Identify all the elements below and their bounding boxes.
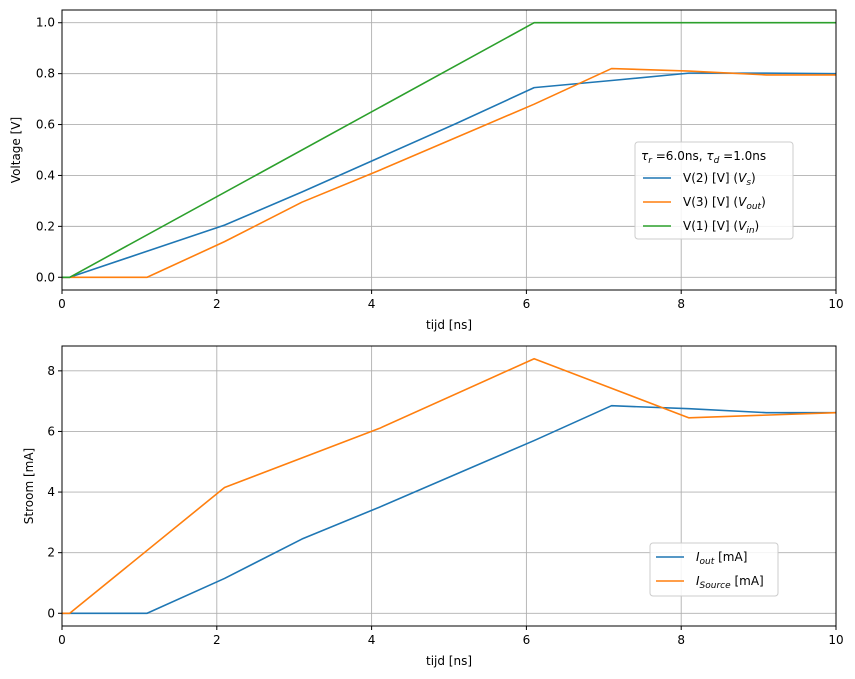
series-line-1 [62, 404, 836, 615]
y-tick-label: 4 [47, 485, 55, 499]
x-tick-label: 6 [523, 633, 531, 647]
y-tick-label: 0.0 [36, 270, 55, 284]
series-line-2 [62, 67, 836, 279]
x-tick-label: 10 [828, 633, 843, 647]
x-tick-label: 2 [213, 297, 221, 311]
y-tick-label: 0 [47, 606, 55, 620]
legend-title: τr =6.0ns, τd =1.0ns [641, 149, 766, 166]
x-tick-label: 4 [368, 633, 376, 647]
plot-frame [61, 9, 837, 291]
y-tick-label: 8 [47, 364, 55, 378]
y-axis-label: Stroom [mA] [22, 448, 36, 524]
legend-box [634, 141, 794, 240]
y-axis-label: Voltage [V] [9, 117, 23, 183]
plot-frame [61, 345, 837, 627]
y-tick-label: 0.8 [36, 67, 55, 81]
x-axis-label: tijd [ns] [426, 318, 472, 332]
x-tick-label: 4 [368, 297, 376, 311]
legend-label: ISource [mA] [696, 574, 764, 591]
series-line-2 [62, 357, 837, 615]
x-tick-label: 0 [58, 297, 66, 311]
x-tick-label: 8 [677, 297, 685, 311]
x-axis-label: tijd [ns] [426, 654, 472, 668]
y-tick-label: 0.4 [36, 168, 55, 182]
y-tick-label: 6 [47, 424, 55, 438]
y-tick-label: 1.0 [36, 16, 55, 30]
legend: Iout [mA] ISource [mA] [649, 542, 779, 597]
chart-1: 0 2 4 6 8 10 0.0 0.2 0.4 0.6 0.8 1.0 tijd [ns] Voltag… [9, 9, 844, 332]
x-tick-label: 8 [677, 633, 685, 647]
legend-label: Iout [mA] [696, 550, 747, 567]
legend: τr =6.0ns, τd =1.0ns V(2) [V] (Vs) V(3) [V… [634, 141, 794, 240]
y-tick-label: 2 [47, 546, 55, 560]
y-tick-label: 0.6 [36, 118, 55, 132]
grid [61, 346, 837, 626]
chart-2: 0 2 4 6 8 10 0 2 4 6 8 tijd [ns] Stroom [mA] Iout [mA… [22, 345, 844, 668]
x-tick-label: 6 [523, 297, 531, 311]
legend-label: V(3) [V] (Vout) [683, 195, 766, 212]
x-tick-label: 2 [213, 633, 221, 647]
legend-label: V(1) [V] (Vin) [683, 219, 759, 236]
series-line-3 [62, 21, 836, 279]
legend-label: V(2) [V] (Vs) [683, 171, 756, 188]
y-tick-label: 0.2 [36, 219, 55, 233]
x-tick-label: 0 [58, 633, 66, 647]
x-tick-label: 10 [828, 297, 843, 311]
